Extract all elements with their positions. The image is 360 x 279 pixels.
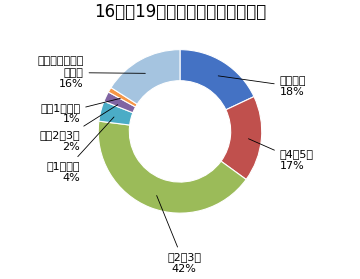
Wedge shape — [108, 88, 137, 107]
Wedge shape — [99, 101, 133, 125]
Text: 答えたくない・
無回答
16%: 答えたくない・ 無回答 16% — [37, 56, 145, 89]
Text: 月に1回以下
1%: 月に1回以下 1% — [40, 98, 120, 124]
Text: 週2～3回
42%: 週2～3回 42% — [157, 196, 201, 274]
Title: 16歳～19歳女性のオナニーの頻度: 16歳～19歳女性のオナニーの頻度 — [94, 3, 266, 21]
Wedge shape — [221, 97, 262, 179]
Text: 月に2～3回
2%: 月に2～3回 2% — [40, 105, 118, 152]
Wedge shape — [104, 92, 136, 113]
Wedge shape — [98, 121, 246, 213]
Text: 週1回程度
4%: 週1回程度 4% — [47, 117, 114, 183]
Text: ほぼ毎日
18%: ほぼ毎日 18% — [218, 76, 306, 97]
Wedge shape — [111, 50, 180, 104]
Text: 週4～5回
17%: 週4～5回 17% — [248, 139, 314, 171]
Wedge shape — [180, 50, 254, 110]
